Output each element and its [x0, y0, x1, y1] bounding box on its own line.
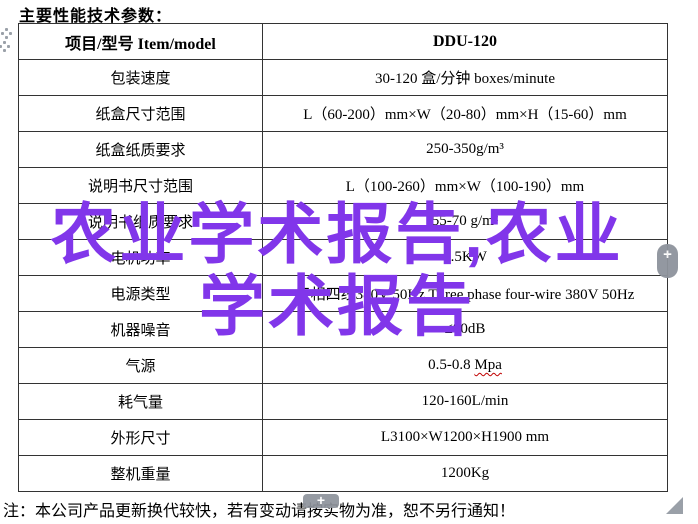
table-header-row: 项目/型号 Item/model DDU-120: [18, 23, 668, 60]
table-row: 包装速度 30-120 盒/分钟 boxes/minute: [18, 59, 668, 96]
spec-label-cell[interactable]: 说明书纸质要求: [18, 203, 263, 240]
table-row: 整机重量 1200Kg: [18, 455, 668, 492]
header-label-cell[interactable]: 项目/型号 Item/model: [18, 23, 263, 60]
spec-value-cell[interactable]: 120-160L/min: [262, 383, 668, 420]
table-move-handle-dots[interactable]: [0, 28, 14, 54]
spec-value-cell[interactable]: 0.5-0.8 Mpa: [262, 347, 668, 384]
table-insert-plus-button-bottom[interactable]: +: [303, 493, 339, 508]
table-row: 外形尺寸 L3100×W1200×H1900 mm: [18, 419, 668, 456]
footnote[interactable]: 注：本公司产品更新换代较快，若有变动请按实物为准，恕不另行通知！: [3, 503, 516, 520]
table-row: 电源类型 三相四线380V 50Hz Three phase four-wire …: [18, 275, 668, 312]
table-insert-plus-button-right[interactable]: +: [657, 244, 678, 278]
table-row: 电机功率 4.5KW: [18, 239, 668, 276]
spec-value-cell[interactable]: 三相四线380V 50Hz Three phase four-wire 380V…: [262, 275, 668, 312]
spec-label-cell[interactable]: 说明书尺寸范围: [18, 167, 263, 204]
dots-icon: [1, 32, 4, 35]
spec-label-cell[interactable]: 纸盒尺寸范围: [18, 95, 263, 132]
spec-label-cell[interactable]: 气源: [18, 347, 263, 384]
table-row: 耗气量 120-160L/min: [18, 383, 668, 420]
misspelled-word: Mpa: [474, 357, 502, 373]
spec-value-cell[interactable]: 1200Kg: [262, 455, 668, 492]
dots-icon: [0, 45, 2, 48]
table-row: 纸盒纸质要求 250-350g/m³: [18, 131, 668, 168]
spec-label-cell[interactable]: 耗气量: [18, 383, 263, 420]
spec-value-cell[interactable]: L3100×W1200×H1900 mm: [262, 419, 668, 456]
spec-table: 项目/型号 Item/model DDU-120 包装速度 30-120 盒/分钟 b…: [18, 23, 668, 492]
page-title[interactable]: 主要性能技术参数：: [19, 8, 173, 25]
table-row: 气源 0.5-0.8 Mpa: [18, 347, 668, 384]
spec-value-cell[interactable]: ≤80dB: [262, 311, 668, 348]
spec-value-cell[interactable]: 250-350g/m³: [262, 131, 668, 168]
spec-label-cell[interactable]: 机器噪音: [18, 311, 263, 348]
spec-label-cell[interactable]: 电机功率: [18, 239, 263, 276]
spec-value-cell[interactable]: 4.5KW: [262, 239, 668, 276]
header-value-cell[interactable]: DDU-120: [262, 23, 668, 60]
spec-label-cell[interactable]: 整机重量: [18, 455, 263, 492]
spec-label-cell[interactable]: 电源类型: [18, 275, 263, 312]
spec-label-cell[interactable]: 纸盒纸质要求: [18, 131, 263, 168]
table-resize-handle-icon[interactable]: [666, 497, 683, 514]
table-row: 说明书尺寸范围 L（100-260）mm×W（100-190）mm: [18, 167, 668, 204]
spec-value-cell[interactable]: L（100-260）mm×W（100-190）mm: [262, 167, 668, 204]
spec-value-cell[interactable]: 55-70 g/m²: [262, 203, 668, 240]
table-row: 说明书纸质要求 55-70 g/m²: [18, 203, 668, 240]
table-row: 纸盒尺寸范围 L（60-200）mm×W（20-80）mm×H（15-60）mm: [18, 95, 668, 132]
spec-label-cell[interactable]: 外形尺寸: [18, 419, 263, 456]
spec-value-cell[interactable]: L（60-200）mm×W（20-80）mm×H（15-60）mm: [262, 95, 668, 132]
spec-value-cell[interactable]: 30-120 盒/分钟 boxes/minute: [262, 59, 668, 96]
spec-label-cell[interactable]: 包装速度: [18, 59, 263, 96]
table-row: 机器噪音 ≤80dB: [18, 311, 668, 348]
